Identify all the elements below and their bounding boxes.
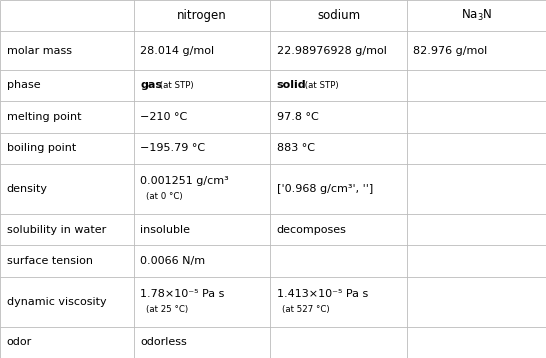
Text: phase: phase <box>7 81 40 91</box>
Text: odor: odor <box>7 337 32 347</box>
Text: molar mass: molar mass <box>7 45 72 55</box>
Text: insoluble: insoluble <box>140 224 191 234</box>
Text: gas: gas <box>140 81 162 91</box>
Text: (at STP): (at STP) <box>157 81 193 90</box>
Text: melting point: melting point <box>7 112 81 122</box>
Text: dynamic viscosity: dynamic viscosity <box>7 297 106 307</box>
Text: boiling point: boiling point <box>7 143 76 153</box>
Text: 82.976 g/mol: 82.976 g/mol <box>413 45 488 55</box>
Text: density: density <box>7 184 48 194</box>
Text: decomposes: decomposes <box>277 224 347 234</box>
Text: odorless: odorless <box>140 337 187 347</box>
Text: (at 0 °C): (at 0 °C) <box>146 193 182 202</box>
Text: (at 527 °C): (at 527 °C) <box>282 305 330 314</box>
Text: −210 °C: −210 °C <box>140 112 188 122</box>
Text: 1.413×10⁻⁵ Pa s: 1.413×10⁻⁵ Pa s <box>277 289 368 299</box>
Text: solubility in water: solubility in water <box>7 224 106 234</box>
Text: −195.79 °C: −195.79 °C <box>140 143 205 153</box>
Text: ['0.968 g/cm³', '']: ['0.968 g/cm³', ''] <box>277 184 373 194</box>
Text: (at 25 °C): (at 25 °C) <box>146 305 188 314</box>
Text: (at STP): (at STP) <box>302 81 339 90</box>
Text: surface tension: surface tension <box>7 256 93 266</box>
Text: nitrogen: nitrogen <box>177 9 227 22</box>
Text: 28.014 g/mol: 28.014 g/mol <box>140 45 215 55</box>
Text: 97.8 °C: 97.8 °C <box>277 112 318 122</box>
Text: 883 °C: 883 °C <box>277 143 315 153</box>
Text: 0.001251 g/cm³: 0.001251 g/cm³ <box>140 176 229 186</box>
Text: Na$_3$N: Na$_3$N <box>461 8 492 23</box>
Text: 1.78×10⁻⁵ Pa s: 1.78×10⁻⁵ Pa s <box>140 289 225 299</box>
Text: 22.98976928 g/mol: 22.98976928 g/mol <box>277 45 387 55</box>
Text: 0.0066 N/m: 0.0066 N/m <box>140 256 205 266</box>
Text: solid: solid <box>277 81 306 91</box>
Text: sodium: sodium <box>317 9 360 22</box>
